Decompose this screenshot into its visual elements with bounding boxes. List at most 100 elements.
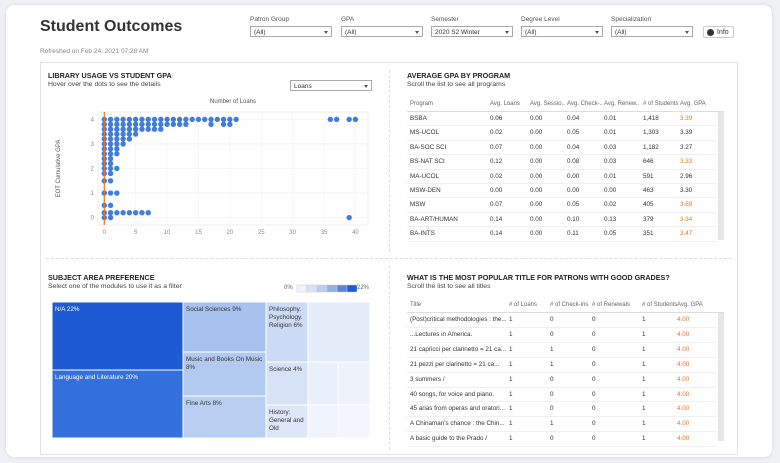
treemap-cell[interactable]	[182, 351, 267, 397]
scatter-point	[176, 121, 183, 127]
row-rule	[407, 446, 717, 448]
scatter-point	[132, 126, 139, 132]
treemap-cell[interactable]	[182, 301, 267, 353]
x-axis-title: Number of Loans	[210, 99, 256, 105]
table-cell: 591	[643, 172, 654, 180]
x-tick-label: 15	[195, 230, 202, 236]
panel-title: AVERAGE GPA BY PROGRAM	[407, 71, 511, 80]
treemap-cell[interactable]	[51, 301, 184, 371]
scatter-point	[214, 116, 221, 123]
y-tick-label: 2	[91, 167, 95, 173]
treemap-cell[interactable]	[265, 301, 309, 363]
scatter-point	[120, 126, 126, 132]
scatter-point	[120, 116, 126, 123]
table-cell: 4.00	[677, 405, 690, 413]
table-cell: BA-INTS	[410, 230, 435, 238]
table-cell: 0.02	[490, 172, 503, 180]
scatter-point	[107, 116, 114, 123]
measure-select[interactable]: Loans	[290, 80, 372, 91]
scatter-point	[139, 116, 145, 123]
table-cell: 4.00	[677, 390, 690, 398]
filter-select[interactable]: (All)	[250, 26, 332, 37]
table-cell: 0.00	[530, 201, 543, 209]
scatter-point	[333, 116, 340, 123]
page-title: Student Outcomes	[40, 18, 183, 35]
filter-select[interactable]: (All)	[521, 26, 603, 37]
table-cell: 0.04	[567, 143, 580, 151]
table-cell: 1,303	[643, 129, 659, 137]
scrollbar[interactable]	[718, 112, 724, 240]
scatter-point	[107, 146, 114, 152]
scatter-point	[139, 126, 145, 132]
treemap-cell[interactable]	[265, 404, 309, 439]
filter-select[interactable]: (All)	[611, 26, 693, 37]
table-cell: 3.39	[680, 115, 693, 122]
scatter-point	[208, 116, 214, 123]
scrollbar[interactable]	[718, 313, 724, 441]
panel-subtitle: Scroll the list to see all programs	[407, 81, 506, 88]
table-cell: 1	[509, 435, 513, 443]
scatter-point	[107, 165, 114, 172]
row-rule	[407, 341, 717, 343]
table-cell: 4.00	[677, 360, 690, 368]
scatter-point	[114, 126, 120, 132]
scatter-point	[170, 121, 177, 127]
table-cell: 0	[550, 405, 554, 413]
table-cell: 0	[592, 390, 596, 398]
table-cell: 0	[550, 330, 554, 338]
filter-label: Specialization	[611, 16, 652, 23]
table-header: Title	[410, 302, 422, 308]
table-cell: 0.01	[604, 115, 617, 122]
table-cell: 40 songs, for voice and piano.	[410, 390, 495, 398]
table-cell: 1	[509, 390, 513, 398]
divider	[46, 258, 732, 259]
table-cell: 0.00	[567, 172, 580, 180]
table-cell: 1	[509, 375, 513, 383]
table-cell: 1	[550, 345, 554, 353]
filter-select[interactable]: (All)	[341, 26, 423, 37]
scatter-point	[352, 116, 359, 123]
scatter-point	[126, 126, 133, 132]
treemap-label: Language and Literature 20%	[55, 374, 138, 381]
table-cell: 0.07	[490, 143, 503, 151]
table-cell: MS-UCOL	[410, 129, 440, 137]
table-cell: 0.05	[567, 129, 580, 137]
x-tick-label: 30	[289, 230, 296, 236]
table-cell: 4.00	[677, 435, 690, 443]
treemap-minor-cells	[307, 301, 371, 439]
treemap-label: Fine Arts 8%	[186, 400, 222, 407]
legend-min: 0%	[284, 285, 293, 291]
filter-select[interactable]: 2020 S2 Winter	[431, 26, 513, 37]
scatter-point	[126, 121, 133, 127]
info-button[interactable]: Info	[703, 26, 734, 38]
treemap-cell[interactable]	[265, 361, 309, 406]
divider	[389, 70, 390, 252]
panel-subtitle: Select one of the modules to use it as a…	[48, 283, 182, 290]
table-cell: 3.30	[680, 187, 693, 194]
row-rule	[407, 168, 717, 170]
treemap-cell[interactable]	[51, 369, 184, 439]
x-tick-label: 35	[321, 230, 328, 236]
table-cell: 0.00	[530, 158, 543, 166]
table-cell: MSW-DEN	[410, 187, 441, 194]
table-cell: 3.34	[680, 215, 693, 223]
scatter-point	[158, 121, 164, 127]
x-tick-label: 20	[227, 230, 234, 236]
scatter-point	[158, 126, 164, 132]
scatter-point	[151, 121, 158, 127]
table-cell: 1	[509, 405, 513, 413]
scatter-point	[114, 121, 120, 127]
table-cell: 0.04	[567, 115, 580, 122]
table-header-rule	[407, 312, 724, 313]
scatter-point	[227, 121, 233, 127]
legend-max: 22%	[357, 285, 370, 291]
table-cell: 1	[642, 390, 646, 398]
table-cell: 3.33	[680, 158, 693, 166]
scatter-point	[346, 214, 352, 221]
scatter-point	[145, 210, 151, 216]
scatter-point	[107, 178, 114, 184]
scatter-point	[107, 210, 114, 216]
table-header: Avg. GPA	[677, 302, 703, 308]
x-tick-label: 25	[258, 230, 265, 236]
x-tick-label: 10	[164, 230, 171, 236]
